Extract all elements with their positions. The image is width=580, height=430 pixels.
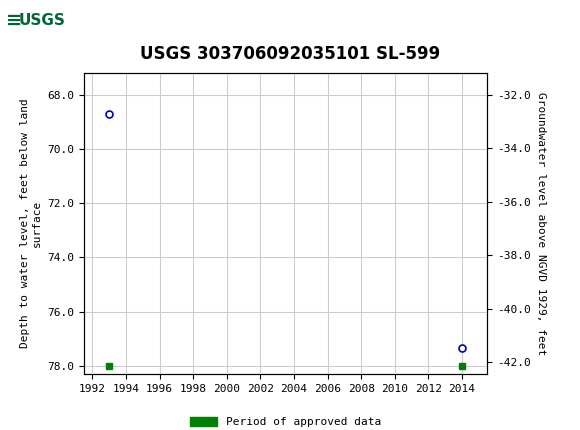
Text: USGS 303706092035101 SL-599: USGS 303706092035101 SL-599 xyxy=(140,45,440,63)
Y-axis label: Depth to water level, feet below land
surface: Depth to water level, feet below land su… xyxy=(20,99,42,348)
Y-axis label: Groundwater level above NGVD 1929, feet: Groundwater level above NGVD 1929, feet xyxy=(536,92,546,355)
Text: ≡: ≡ xyxy=(6,11,22,30)
Bar xyxy=(5,4,77,37)
Legend: Period of approved data: Period of approved data xyxy=(185,413,386,430)
Text: USGS: USGS xyxy=(19,13,66,28)
